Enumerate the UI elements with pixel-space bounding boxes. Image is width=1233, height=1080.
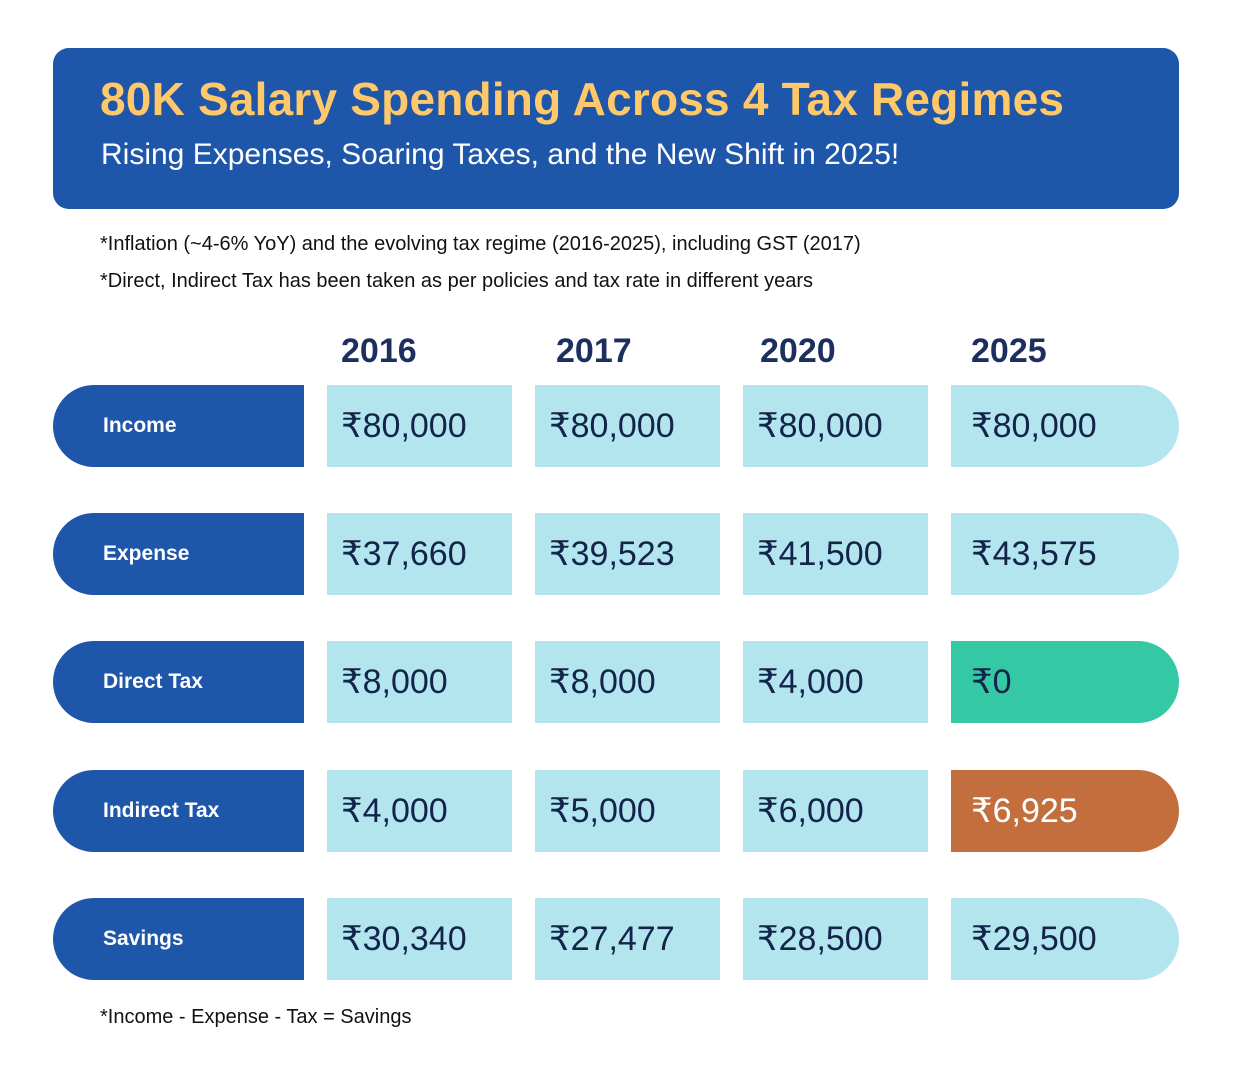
- cell-indirect-tax-2020: ₹6,000: [743, 770, 928, 852]
- cell-income-2025: ₹80,000: [951, 385, 1179, 467]
- cell-expense-2017: ₹39,523: [535, 513, 720, 595]
- row-label-income: Income: [53, 385, 304, 467]
- page-title: 80K Salary Spending Across 4 Tax Regimes: [100, 73, 1065, 125]
- column-header-2025: 2025: [971, 332, 1047, 370]
- cell-savings-2016: ₹30,340: [327, 898, 512, 980]
- page-subtitle: Rising Expenses, Soaring Taxes, and the …: [101, 138, 900, 171]
- column-header-2020: 2020: [760, 332, 836, 370]
- cell-indirect-tax-2017: ₹5,000: [535, 770, 720, 852]
- cell-direct-tax-2017: ₹8,000: [535, 641, 720, 723]
- cell-direct-tax-2016: ₹8,000: [327, 641, 512, 723]
- cell-savings-2017: ₹27,477: [535, 898, 720, 980]
- cell-indirect-tax-2025: ₹6,925: [951, 770, 1179, 852]
- cell-expense-2020: ₹41,500: [743, 513, 928, 595]
- cell-direct-tax-2020: ₹4,000: [743, 641, 928, 723]
- footnote-formula: *Income - Expense - Tax = Savings: [100, 1006, 412, 1028]
- row-label-indirect-tax: Indirect Tax: [53, 770, 304, 852]
- cell-indirect-tax-2016: ₹4,000: [327, 770, 512, 852]
- cell-direct-tax-2025: ₹0: [951, 641, 1179, 723]
- column-header-2016: 2016: [341, 332, 417, 370]
- cell-savings-2020: ₹28,500: [743, 898, 928, 980]
- title-banner: [53, 48, 1179, 209]
- cell-expense-2025: ₹43,575: [951, 513, 1179, 595]
- cell-income-2017: ₹80,000: [535, 385, 720, 467]
- row-label-expense: Expense: [53, 513, 304, 595]
- note-inflation: *Inflation (~4-6% YoY) and the evolving …: [100, 233, 861, 255]
- cell-income-2016: ₹80,000: [327, 385, 512, 467]
- row-label-savings: Savings: [53, 898, 304, 980]
- cell-expense-2016: ₹37,660: [327, 513, 512, 595]
- cell-savings-2025: ₹29,500: [951, 898, 1179, 980]
- row-label-direct-tax: Direct Tax: [53, 641, 304, 723]
- column-header-2017: 2017: [556, 332, 632, 370]
- cell-income-2020: ₹80,000: [743, 385, 928, 467]
- note-tax-policy: *Direct, Indirect Tax has been taken as …: [100, 270, 813, 292]
